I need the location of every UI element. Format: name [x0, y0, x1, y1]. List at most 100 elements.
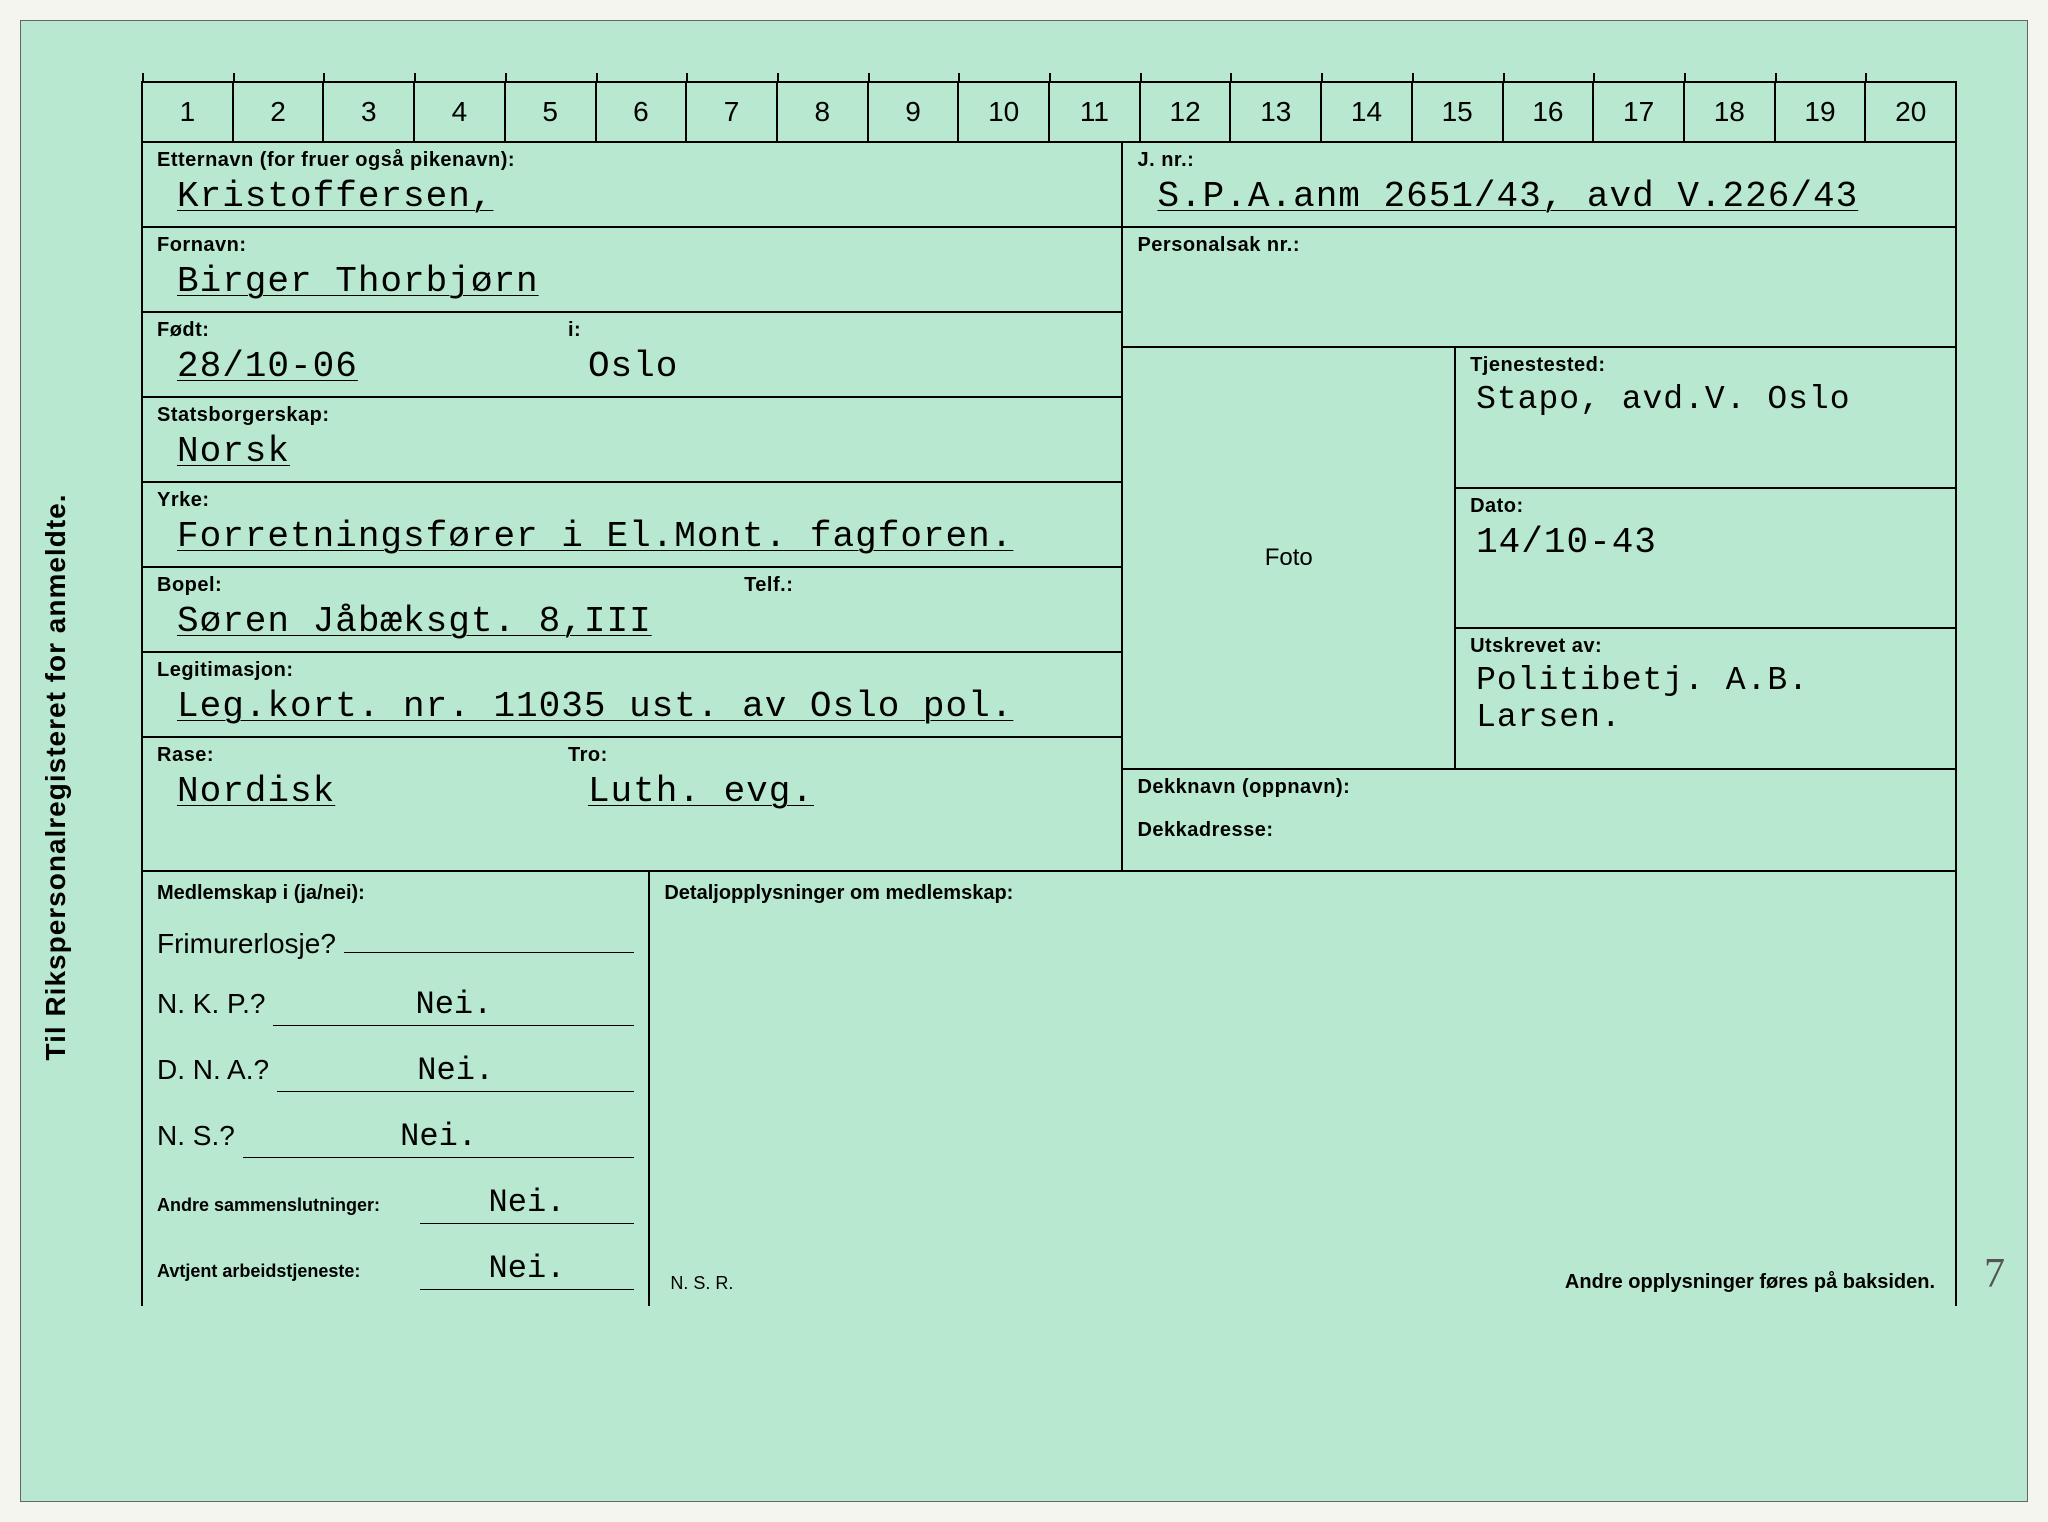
- race-label: Rase:: [157, 744, 540, 767]
- number-ruler: 1 2 3 4 5 6 7 8 9 10 11 12 13 14 15 16 1…: [141, 81, 1957, 143]
- handwritten-mark: 7: [1984, 1250, 2005, 1298]
- other-label: Andre sammenslutninger:: [157, 1196, 420, 1216]
- born-in-value: Oslo: [568, 346, 1108, 388]
- ruler-cell: 19: [1776, 83, 1867, 141]
- citizenship-field: Statsborgerskap: Norsk: [143, 398, 1121, 483]
- labor-value: Nei.: [420, 1250, 635, 1290]
- membership-column: Medlemskap i (ja/nei): Frimurerlosje? N.…: [143, 872, 650, 1306]
- ruler-cell: 1: [143, 83, 234, 141]
- id-field: Legitimasjon: Leg.kort. nr. 11035 ust. a…: [143, 653, 1121, 738]
- citizenship-label: Statsborgerskap:: [157, 404, 1107, 427]
- photo-row: Foto Tjenestested: Stapo, avd.V. Oslo Da…: [1123, 348, 1955, 770]
- born-value: 28/10-06: [157, 346, 540, 388]
- issued-label: Utskrevet av:: [1470, 635, 1941, 658]
- id-label: Legitimasjon:: [157, 659, 1107, 682]
- jnr-label: J. nr.:: [1137, 149, 1941, 172]
- born-in-label: i:: [568, 319, 1108, 342]
- ruler-cell: 13: [1231, 83, 1322, 141]
- born-label: Født:: [157, 319, 540, 342]
- personalsak-value: [1137, 261, 1941, 303]
- station-value: Stapo, avd.V. Oslo: [1470, 381, 1941, 423]
- jnr-value: S.P.A.anm 2651/43, avd V.226/43: [1137, 176, 1941, 218]
- firstname-field: Fornavn: Birger Thorbjørn: [143, 228, 1121, 313]
- station-label: Tjenestested:: [1470, 354, 1941, 377]
- date-label: Dato:: [1470, 495, 1941, 518]
- registration-card: Til Rikspersonalregisteret for anmeldte.…: [20, 20, 2028, 1502]
- ruler-cell: 16: [1504, 83, 1595, 141]
- ruler-cell: 15: [1413, 83, 1504, 141]
- membership-details-column: Detaljopplysninger om medlemskap: N. S. …: [650, 872, 1955, 1306]
- main-form-grid: Etternavn (for fruer også pikenavn): Kri…: [141, 143, 1957, 872]
- occupation-value: Forretningsfører i El.Mont. fagforen.: [157, 516, 1107, 558]
- ruler-cell: 5: [506, 83, 597, 141]
- ns-value: Nei.: [243, 1118, 635, 1158]
- dna-value: Nei.: [277, 1052, 634, 1092]
- firstname-value: Birger Thorbjørn: [157, 261, 1107, 303]
- photo-box: Foto: [1123, 348, 1456, 768]
- nsr-mark: N. S. R.: [670, 1273, 733, 1294]
- labor-label: Avtjent arbeidstjeneste:: [157, 1262, 420, 1282]
- nkp-row: N. K. P.? Nei.: [157, 986, 634, 1026]
- journal-number-field: J. nr.: S.P.A.anm 2651/43, avd V.226/43: [1123, 143, 1955, 228]
- id-value: Leg.kort. nr. 11035 ust. av Oslo pol.: [157, 686, 1107, 728]
- surname-label: Etternavn (for fruer også pikenavn):: [157, 149, 1107, 172]
- nkp-label: N. K. P.?: [157, 988, 265, 1020]
- surname-value: Kristoffersen,: [157, 176, 1107, 218]
- dna-row: D. N. A.? Nei.: [157, 1052, 634, 1092]
- personalsak-label: Personalsak nr.:: [1137, 234, 1941, 257]
- ruler-cell: 3: [324, 83, 415, 141]
- membership-header: Medlemskap i (ja/nei):: [157, 882, 634, 905]
- ruler-cell: 4: [415, 83, 506, 141]
- ruler-cell: 9: [869, 83, 960, 141]
- other-associations-row: Andre sammenslutninger: Nei.: [157, 1184, 634, 1224]
- ruler-cell: 2: [234, 83, 325, 141]
- reverse-side-note: Andre opplysninger føres på baksiden.: [1565, 1271, 1935, 1294]
- right-column: J. nr.: S.P.A.anm 2651/43, avd V.226/43 …: [1121, 143, 1955, 870]
- phone-label: Telf.:: [744, 574, 1107, 597]
- personalsak-field: Personalsak nr.:: [1123, 228, 1955, 348]
- address-value: Søren Jåbæksgt. 8,III: [157, 601, 716, 643]
- occupation-field: Yrke: Forretningsfører i El.Mont. fagfor…: [143, 483, 1121, 568]
- firstname-label: Fornavn:: [157, 234, 1107, 257]
- alias-section: Dekknavn (oppnavn): Dekkadresse:: [1123, 770, 1955, 870]
- faith-label: Tro:: [568, 744, 1108, 767]
- ruler-cell: 10: [959, 83, 1050, 141]
- details-header: Detaljopplysninger om medlemskap:: [664, 882, 1941, 905]
- citizenship-value: Norsk: [157, 431, 1107, 473]
- ruler-cell: 18: [1685, 83, 1776, 141]
- issued-by-field: Utskrevet av: Politibetj. A.B. Larsen.: [1456, 629, 1955, 768]
- dna-label: D. N. A.?: [157, 1054, 269, 1086]
- station-field: Tjenestested: Stapo, avd.V. Oslo: [1456, 348, 1955, 489]
- address-label: Bopel:: [157, 574, 716, 597]
- race-value: Nordisk: [157, 771, 540, 813]
- other-value: Nei.: [420, 1184, 635, 1224]
- ruler-cell: 7: [687, 83, 778, 141]
- freemason-label: Frimurerlosje?: [157, 928, 336, 960]
- occupation-label: Yrke:: [157, 489, 1107, 512]
- phone-value: [744, 601, 1107, 643]
- photo-side-fields: Tjenestested: Stapo, avd.V. Oslo Dato: 1…: [1456, 348, 1955, 768]
- issued-value: Politibetj. A.B. Larsen.: [1470, 662, 1941, 736]
- ruler-cell: 14: [1322, 83, 1413, 141]
- ruler-cell: 20: [1866, 83, 1955, 141]
- birth-field: Født: 28/10-06 i: Oslo: [143, 313, 1121, 398]
- ruler-cell: 6: [597, 83, 688, 141]
- ns-row: N. S.? Nei.: [157, 1118, 634, 1158]
- date-value: 14/10-43: [1470, 522, 1941, 564]
- vertical-title: Til Rikspersonalregisteret for anmeldte.: [40, 494, 72, 1061]
- surname-field: Etternavn (for fruer også pikenavn): Kri…: [143, 143, 1121, 228]
- faith-value: Luth. evg.: [568, 771, 1108, 813]
- date-field: Dato: 14/10-43: [1456, 489, 1955, 630]
- membership-section: Medlemskap i (ja/nei): Frimurerlosje? N.…: [141, 872, 1957, 1306]
- alias-label: Dekknavn (oppnavn):: [1137, 776, 1941, 799]
- race-faith-field: Rase: Nordisk Tro: Luth. evg.: [143, 738, 1121, 821]
- labor-service-row: Avtjent arbeidstjeneste: Nei.: [157, 1250, 634, 1290]
- freemason-value: [344, 923, 634, 953]
- freemason-row: Frimurerlosje?: [157, 923, 634, 960]
- ruler-cell: 17: [1594, 83, 1685, 141]
- ruler-cell: 12: [1141, 83, 1232, 141]
- ruler-cell: 8: [778, 83, 869, 141]
- ruler-cell: 11: [1050, 83, 1141, 141]
- left-column: Etternavn (for fruer også pikenavn): Kri…: [143, 143, 1121, 870]
- cover-address-label: Dekkadresse:: [1137, 819, 1941, 842]
